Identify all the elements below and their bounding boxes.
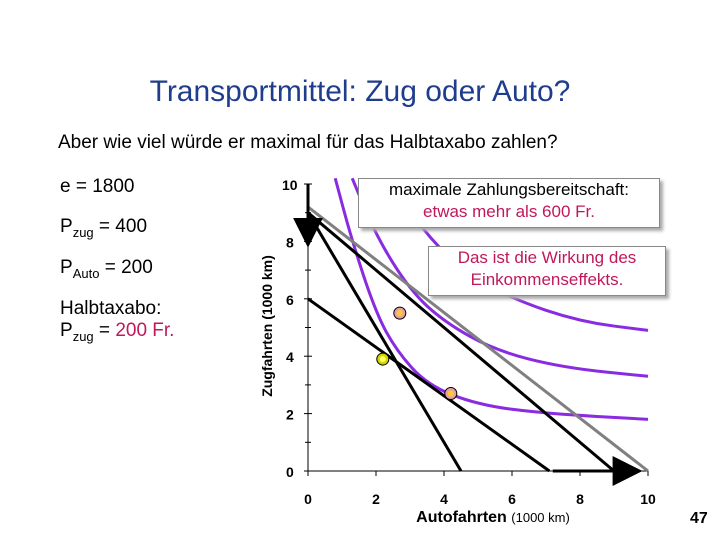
halbtax-block: Halbtaxabo: Pzug = 200 Fr.	[60, 298, 175, 344]
x-tick-label: 4	[440, 491, 448, 507]
data-point-inner	[396, 310, 403, 317]
page-number: 47	[690, 510, 708, 527]
halbtax-label: Halbtaxabo:	[60, 298, 162, 319]
note2-line2: Einkommenseffekts.	[470, 270, 624, 289]
halbtax-price-line: Pzug = 200 Fr.	[60, 320, 175, 344]
halbtax-price-eq: =	[93, 320, 116, 341]
indifference-curve	[333, 177, 649, 421]
willingness-to-pay-note: maximale Zahlungsbereitschaft: etwas meh…	[358, 178, 660, 228]
budget-line-compensated	[307, 205, 649, 473]
halbtax-price-symbol: P	[60, 320, 73, 341]
budget-line-original	[307, 211, 615, 473]
x-axis-label: Autofahrten (1000 km)	[416, 509, 570, 526]
price-auto-value: = 200	[99, 257, 153, 278]
page-title: Transportmittel: Zug oder Auto?	[149, 75, 571, 108]
y-tick-label: 6	[286, 292, 294, 308]
income-effect-note: Das ist die Wirkung des Einkommenseffekt…	[428, 246, 666, 296]
note2-line1: Das ist die Wirkung des	[457, 248, 637, 267]
note1-line1: maximale Zahlungsbereitschaft:	[388, 180, 629, 199]
data-point-inner	[447, 390, 454, 397]
price-auto-subscript: Auto	[72, 266, 100, 281]
x-tick-label: 8	[576, 491, 584, 507]
price-zug-line: Pzug = 400	[60, 216, 174, 240]
price-zug-symbol: P	[60, 216, 73, 237]
price-zug-subscript: zug	[72, 225, 94, 240]
x-tick-label: 0	[304, 491, 312, 507]
y-tick-label: 2	[286, 407, 294, 423]
halbtax-price-value: 200 Fr.	[115, 320, 175, 341]
y-tick-label: 4	[286, 349, 294, 365]
halbtax-price-subscript: zug	[72, 329, 94, 344]
price-zug-value: = 400	[93, 216, 148, 237]
note1-line2: etwas mehr als 600 Fr.	[423, 202, 595, 221]
budget-line-halbtax	[306, 211, 463, 472]
y-tick-label: 0	[286, 464, 294, 480]
price-auto-symbol: P	[60, 257, 73, 278]
price-auto-line: PAuto = 200	[60, 257, 174, 281]
left-panel: e = 1800 Pzug = 400 PAuto = 200 Halbtaxa…	[60, 176, 175, 344]
y-tick-label: 10	[282, 177, 298, 193]
x-tick-label: 6	[508, 491, 516, 507]
income-line: e = 1800	[60, 176, 135, 197]
data-point-inner	[379, 356, 386, 363]
budget-line-parallel	[307, 297, 551, 473]
page-subtitle: Aber wie viel würde er maximal für das H…	[58, 132, 558, 153]
y-tick-label: 8	[286, 234, 294, 250]
x-tick-label: 10	[640, 491, 656, 507]
y-axis-label: Zugfahrten (1000 km)	[259, 255, 275, 397]
x-tick-label: 2	[372, 491, 380, 507]
